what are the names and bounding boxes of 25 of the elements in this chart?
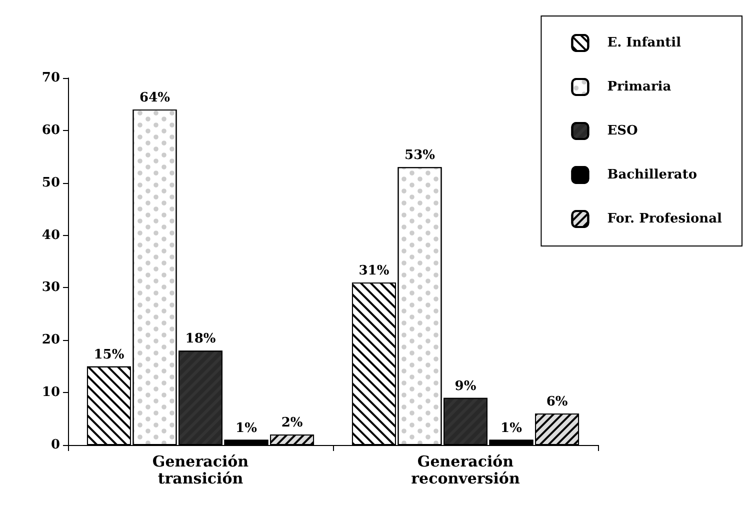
y-tick-label: 10 (42, 385, 60, 400)
legend-label: Primaria (607, 80, 672, 94)
data-label: 15% (94, 347, 125, 362)
y-tick-label: 60 (42, 122, 60, 138)
legend-label: ESO (607, 124, 638, 138)
legend-label: For. Profesional (607, 212, 722, 226)
y-tick-label: 40 (42, 228, 60, 243)
data-label: 53% (404, 148, 436, 164)
y-tick-label: 30 (42, 280, 60, 296)
data-label: 6% (546, 394, 568, 410)
data-label: 18% (185, 332, 216, 347)
data-label: 64% (140, 90, 171, 106)
data-label: 1% (236, 420, 258, 436)
legend-label: Bachillerato (607, 168, 698, 182)
data-label: 2% (281, 416, 304, 431)
y-tick-label: 50 (42, 175, 60, 190)
x-tick-label: Generación transición (152, 452, 249, 488)
data-label: 1% (500, 420, 523, 436)
y-tick-label: 20 (42, 332, 60, 348)
y-tick-label: 0 (50, 438, 60, 452)
data-label: 31% (358, 263, 390, 278)
y-tick-label: 70 (42, 70, 60, 86)
x-tick-label: Generación reconversión (411, 452, 520, 488)
data-label: 9% (454, 378, 477, 394)
legend-label: E. Infantil (607, 36, 682, 50)
